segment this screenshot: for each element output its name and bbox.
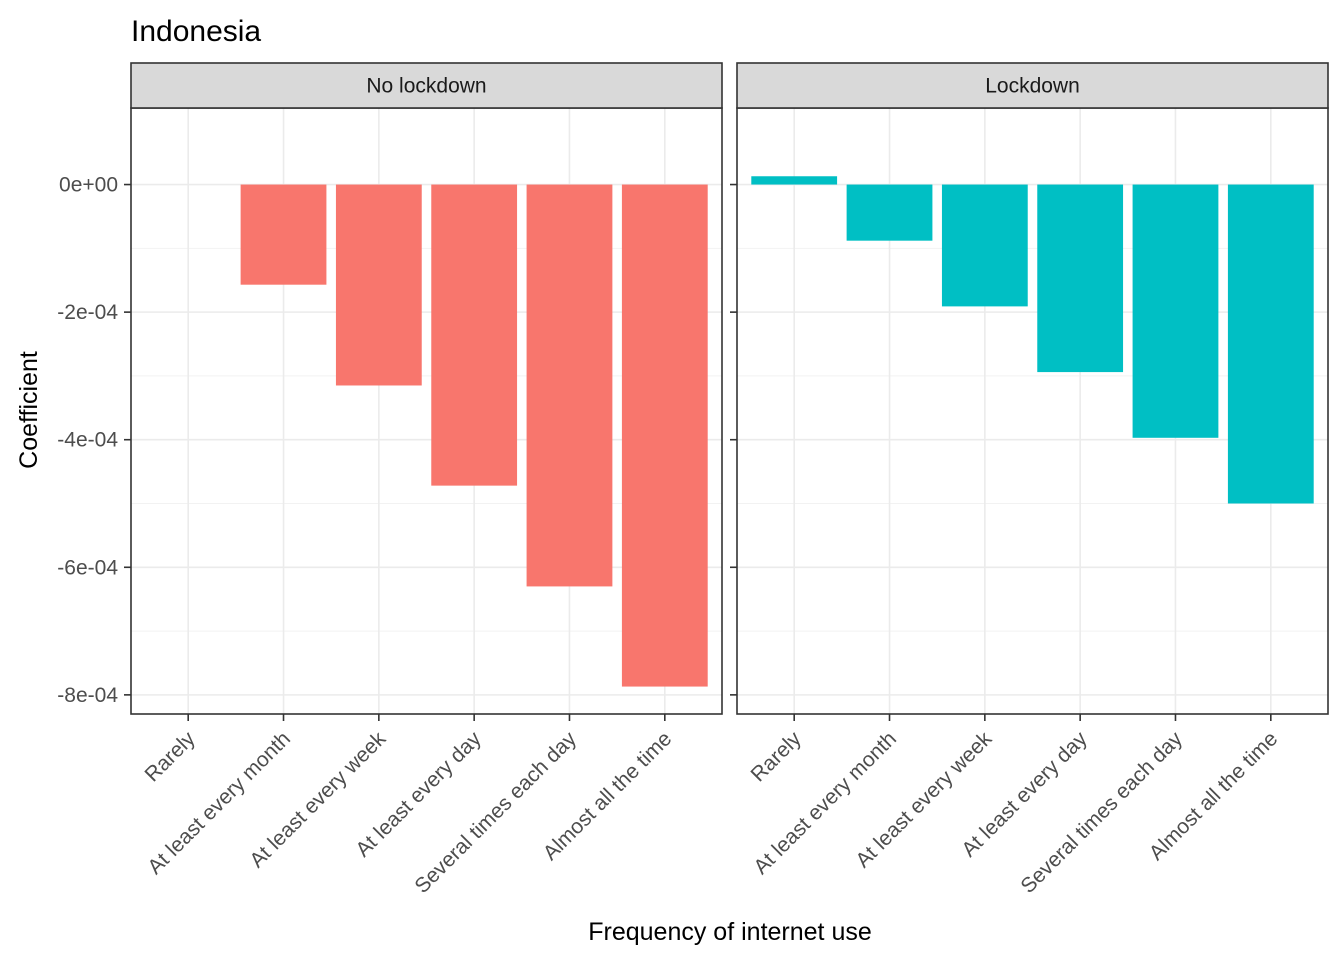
x-tick-label: Rarely bbox=[141, 727, 201, 787]
bar bbox=[846, 184, 933, 241]
y-tick-label: -2e-04 bbox=[57, 301, 118, 324]
facet-strip bbox=[736, 62, 1329, 109]
y-tick-label: -6e-04 bbox=[57, 556, 118, 579]
bar bbox=[621, 184, 708, 687]
x-tick-label: Several times each day bbox=[1016, 727, 1187, 898]
x-tick-label: Rarely bbox=[747, 727, 807, 787]
facet-strip-label: No lockdown bbox=[366, 75, 486, 98]
y-tick-label: -4e-04 bbox=[57, 429, 118, 452]
x-axis-label: Frequency of internet use bbox=[588, 918, 872, 946]
bar bbox=[431, 184, 518, 486]
bar bbox=[335, 184, 422, 386]
y-axis-label: Coefficient bbox=[15, 351, 43, 469]
chart-title: Indonesia bbox=[131, 15, 261, 48]
facet-strip-label: Lockdown bbox=[985, 75, 1080, 98]
y-tick-label: -8e-04 bbox=[57, 684, 118, 707]
facet-strip bbox=[130, 62, 723, 109]
bar bbox=[751, 176, 838, 185]
bar bbox=[941, 184, 1028, 307]
bar bbox=[526, 184, 613, 587]
bar bbox=[1037, 184, 1124, 373]
bar bbox=[240, 184, 327, 285]
bar bbox=[1227, 184, 1314, 504]
y-tick-label: 0e+00 bbox=[59, 174, 118, 197]
bar bbox=[1132, 184, 1219, 438]
x-tick-label: Several times each day bbox=[410, 727, 581, 898]
